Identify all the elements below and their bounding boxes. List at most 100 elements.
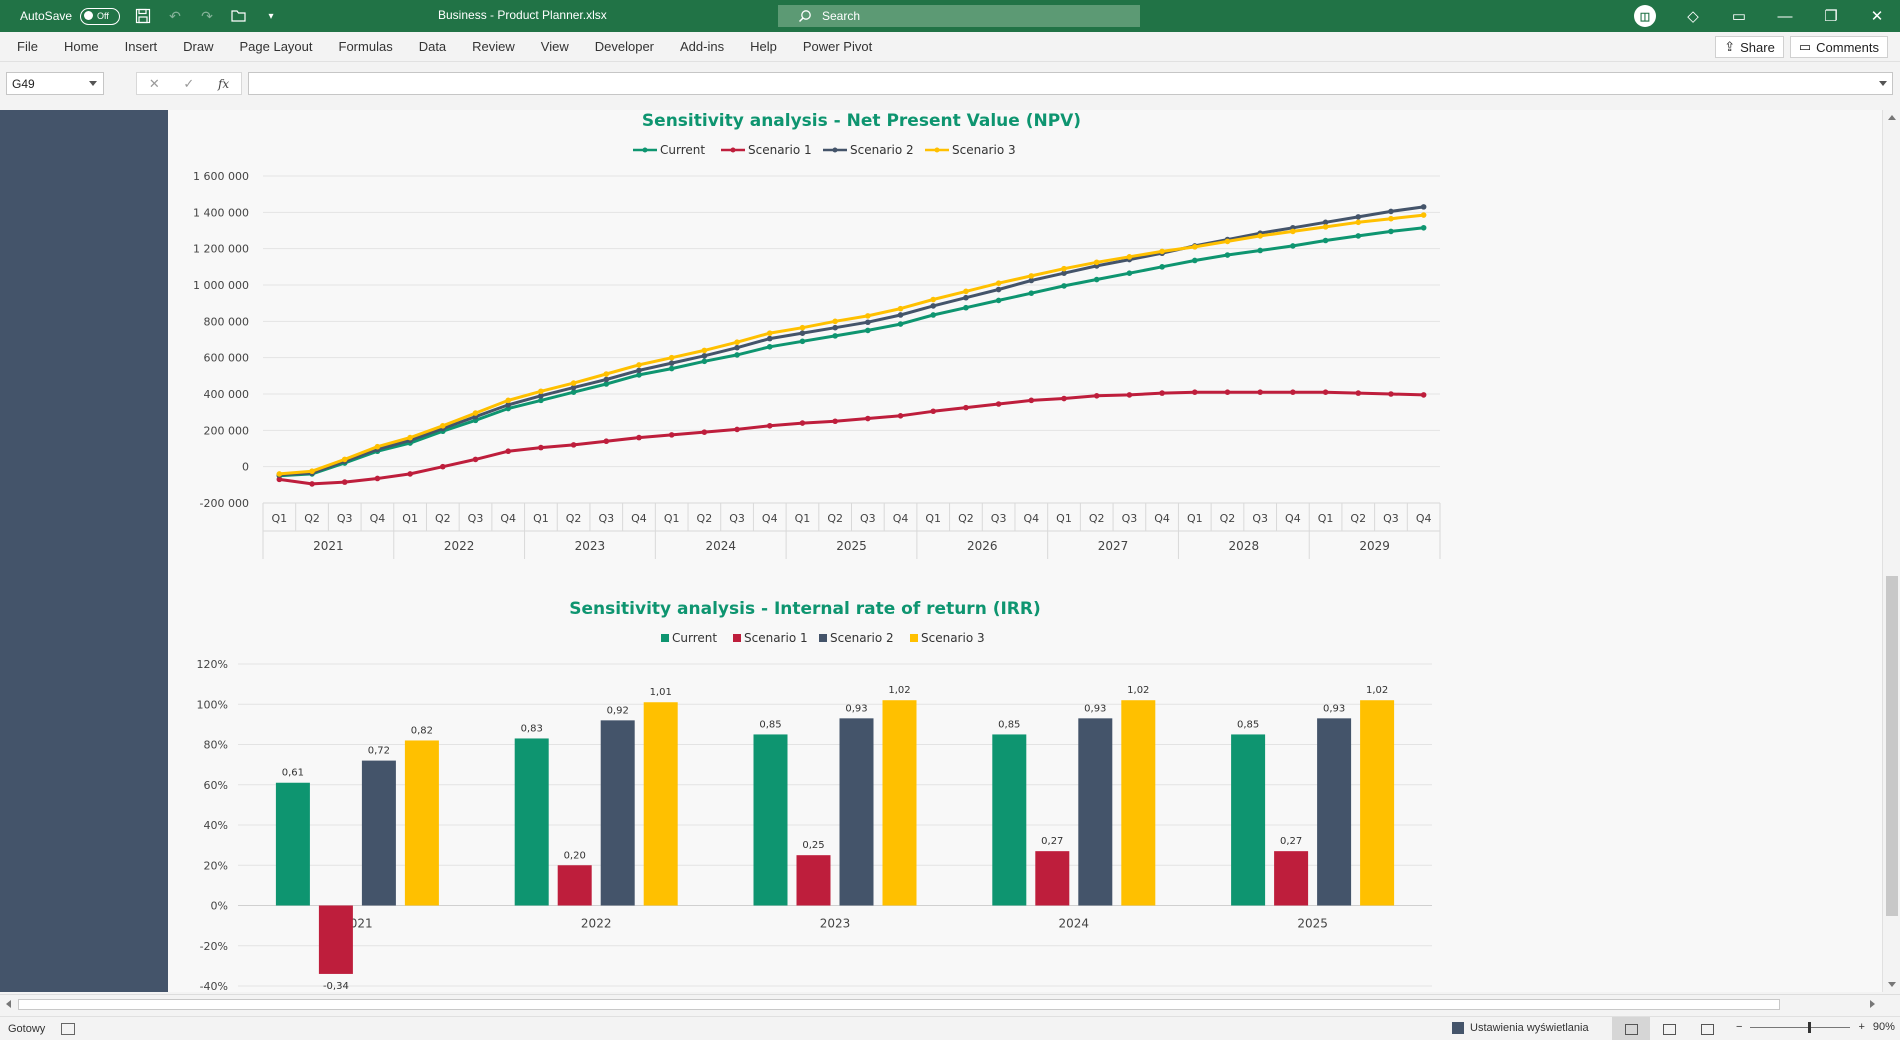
undo-icon[interactable]: ↶ [169, 7, 181, 24]
horizontal-scrollbar[interactable] [0, 994, 1900, 1012]
expand-formula-icon[interactable] [1879, 81, 1887, 86]
npv-data-point [1093, 393, 1100, 399]
irr-data-label: 0,27 [1041, 836, 1063, 847]
npv-data-point [440, 463, 446, 470]
scroll-right-icon[interactable] [1870, 1000, 1875, 1008]
save-icon[interactable] [134, 7, 152, 25]
npv-data-point [1290, 228, 1296, 235]
irr-bar [557, 865, 592, 906]
minimize-icon[interactable]: — [1777, 7, 1793, 25]
ribbon-display-icon[interactable]: ▭ [1731, 8, 1747, 25]
horizontal-scroll-thumb[interactable] [18, 999, 1780, 1010]
irr-chart[interactable]: Sensitivity analysis - Internal rate of … [168, 582, 1468, 992]
scroll-down-icon[interactable] [1888, 982, 1896, 987]
npv-y-tick-label: -200 000 [200, 497, 249, 510]
irr-data-label: 0,72 [368, 746, 390, 757]
formula-input[interactable] [248, 72, 1893, 95]
irr-bar [1121, 700, 1156, 906]
zoom-slider-knob[interactable] [1808, 1021, 1812, 1033]
sheet-stats-icon[interactable] [61, 1022, 76, 1035]
name-box-value: G49 [12, 76, 35, 91]
zoom-in-button[interactable]: + [1858, 1021, 1865, 1033]
check-icon[interactable]: ✓ [183, 75, 195, 91]
close-icon[interactable]: ✕ [1870, 8, 1884, 25]
normal-view-button[interactable] [1612, 1017, 1650, 1040]
page-break-view-button[interactable] [1688, 1017, 1726, 1040]
dark-side-panel [0, 110, 168, 992]
npv-year-label: 2027 [1098, 539, 1129, 553]
menu-draw[interactable]: Draw [183, 39, 214, 54]
diamond-icon[interactable]: ◇ [1687, 8, 1699, 25]
npv-data-point [374, 443, 381, 450]
name-box[interactable]: G49 [6, 72, 104, 95]
worksheet[interactable]: Sensitivity analysis - Net Present Value… [0, 110, 1882, 992]
menu-review[interactable]: Review [472, 39, 515, 54]
irr-data-label: 1,02 [1127, 685, 1149, 696]
npv-quarter-label: Q3 [1122, 512, 1138, 525]
npv-data-point [1388, 215, 1394, 222]
comments-button[interactable]: ▭ Comments [1789, 36, 1888, 58]
npv-y-tick-label: 200 000 [204, 424, 250, 437]
npv-quarter-label: Q2 [1350, 512, 1366, 525]
irr-bar [1274, 851, 1309, 906]
display-settings-icon [1452, 1022, 1464, 1034]
irr-data-label: 0,82 [411, 725, 433, 736]
npv-data-point [1061, 265, 1067, 272]
npv-data-point [1159, 248, 1165, 255]
npv-quarter-label: Q1 [272, 512, 288, 525]
menu-view[interactable]: View [540, 39, 569, 54]
open-folder-icon[interactable] [230, 7, 248, 25]
vertical-scroll-thumb[interactable] [1886, 576, 1898, 916]
scroll-up-icon[interactable] [1888, 115, 1896, 120]
page-layout-view-button[interactable] [1650, 1017, 1688, 1040]
account-avatar-icon[interactable]: ◫ [1634, 5, 1656, 27]
menu-developer[interactable]: Developer [594, 39, 655, 54]
npv-data-point [1420, 212, 1427, 218]
autosave-control[interactable]: AutoSave Off [20, 7, 121, 25]
chevron-down-icon[interactable] [89, 81, 97, 86]
search-box[interactable]: Search [778, 5, 1140, 27]
share-label: Share [1740, 39, 1775, 55]
npv-data-point [1191, 389, 1198, 395]
npv-quarter-label: Q1 [664, 512, 680, 525]
menu-data[interactable]: Data [418, 39, 447, 54]
menu-formulas[interactable]: Formulas [338, 39, 393, 54]
npv-quarter-label: Q1 [795, 512, 811, 525]
npv-data-point [1420, 224, 1427, 231]
npv-data-point [701, 347, 708, 354]
npv-year-label: 2021 [313, 539, 344, 553]
customize-toolbar-icon[interactable]: ▾ [268, 10, 274, 22]
zoom-out-button[interactable]: − [1736, 1021, 1743, 1033]
npv-year-label: 2023 [575, 539, 606, 553]
autosave-toggle[interactable]: Off [80, 7, 121, 25]
npv-data-point [930, 408, 937, 415]
npv-quarter-label: Q2 [1220, 512, 1236, 525]
zoom-control: − + 90% [1736, 1021, 1895, 1033]
display-settings-button[interactable]: Ustawienia wyświetlania [1452, 1022, 1589, 1034]
menu-page-layout[interactable]: Page Layout [239, 39, 313, 54]
npv-data-point [1061, 283, 1067, 289]
npv-chart[interactable]: Sensitivity analysis - Net Present Value… [168, 110, 1468, 580]
menu-power-pivot[interactable]: Power Pivot [802, 39, 873, 54]
share-button[interactable]: ⇪ Share [1715, 36, 1784, 58]
menu-file[interactable]: File [17, 39, 38, 54]
menu-insert[interactable]: Insert [124, 39, 158, 54]
cancel-icon[interactable]: ✕ [148, 75, 160, 91]
restore-icon[interactable]: ❐ [1824, 8, 1838, 25]
npv-legend-label: Current [660, 143, 705, 157]
menu-help[interactable]: Help [750, 39, 777, 54]
insert-function-icon[interactable]: fx [217, 76, 230, 91]
menu-add-ins[interactable]: Add-ins [680, 39, 725, 54]
npv-data-point [668, 360, 675, 366]
npv-data-point [1388, 208, 1394, 215]
vertical-scrollbar[interactable] [1882, 110, 1900, 992]
menu-home[interactable]: Home [63, 39, 99, 54]
redo-icon[interactable]: ↷ [201, 7, 213, 24]
scroll-left-icon[interactable] [6, 1000, 11, 1008]
npv-legend-label: Scenario 1 [748, 143, 812, 157]
irr-data-label: 1,01 [650, 687, 672, 698]
irr-data-label: 0,93 [845, 703, 867, 714]
npv-data-point [276, 471, 283, 477]
zoom-slider[interactable] [1750, 1021, 1851, 1033]
npv-data-point [963, 294, 969, 301]
